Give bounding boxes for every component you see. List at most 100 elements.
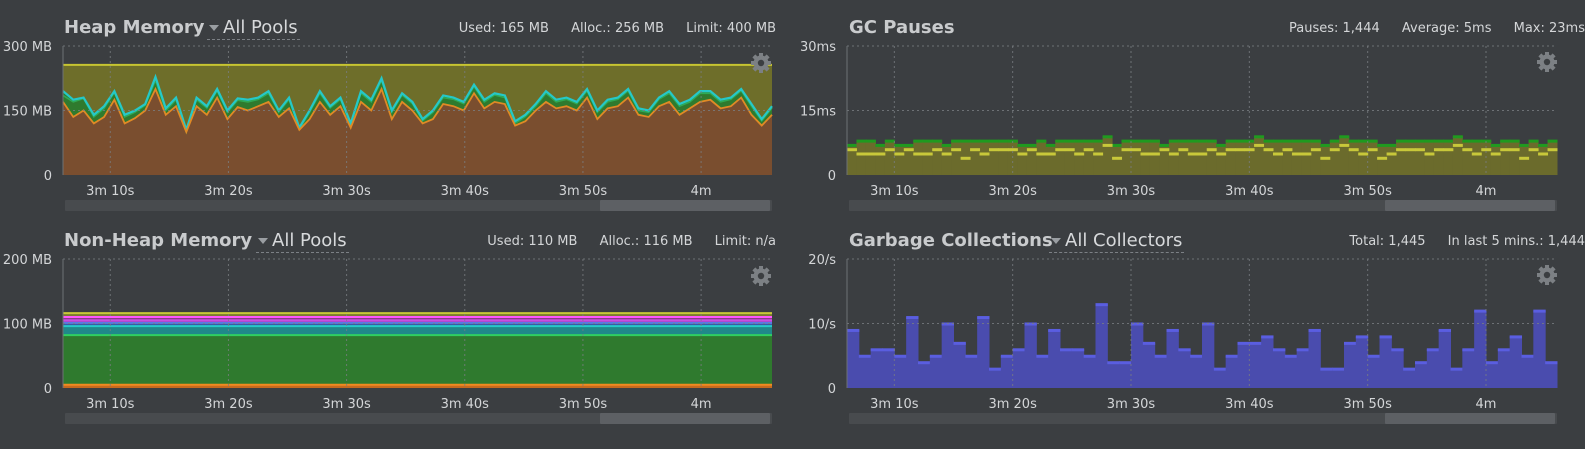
gc-collection-bar xyxy=(1450,368,1463,388)
gc-collection-bar-top xyxy=(1438,328,1451,332)
gc-pause-max-mark xyxy=(1074,139,1085,143)
gc-pause-max-mark xyxy=(951,139,962,143)
gc-pause-max-mark xyxy=(1216,143,1227,147)
nonheap-band xyxy=(63,384,772,388)
gc-collection-bar-top xyxy=(1095,303,1108,307)
gc-pause-bar xyxy=(884,140,895,175)
gc-pause-max-mark xyxy=(1452,135,1463,139)
gc-pause-avg-mark xyxy=(932,148,943,152)
heap-limit-stat: Limit: 400 MB xyxy=(686,21,776,36)
gc-pause-avg-mark xyxy=(1140,152,1151,156)
gc-collection-bar xyxy=(1284,355,1298,388)
gc-collection-bar xyxy=(918,362,931,388)
gear-icon[interactable] xyxy=(751,266,771,286)
gc-pause-max-mark xyxy=(1112,143,1123,147)
gc-collection-bar-top xyxy=(1486,361,1499,365)
gc-pause-avg-mark xyxy=(913,152,924,156)
nonheap-band xyxy=(63,322,772,327)
gc-collection-bar xyxy=(1403,368,1416,388)
gear-icon[interactable] xyxy=(1537,52,1557,72)
heap-x-tick-label: 3m 30s xyxy=(322,184,371,199)
nonheap-pool-select[interactable]: All Pools xyxy=(256,230,349,253)
gc-pause-bar xyxy=(1263,140,1274,175)
gc-pause-avg-mark xyxy=(1358,152,1369,156)
gear-icon[interactable] xyxy=(1537,265,1557,285)
gc-pause-max-mark xyxy=(1235,139,1246,143)
gc-pause-max-mark xyxy=(1310,139,1321,143)
gc-collection-bar xyxy=(1095,304,1108,388)
gc-collection-bar-top xyxy=(1213,367,1227,371)
collectors-select[interactable]: All Collectors xyxy=(1049,230,1185,253)
gc-pause-bar xyxy=(1093,140,1104,175)
gc-pause-bar xyxy=(913,140,924,175)
gc-collection-bar-top xyxy=(1497,348,1511,352)
gc-collection-bar xyxy=(1533,310,1546,388)
gc-collection-bar xyxy=(1213,368,1227,388)
gc-collection-bar-top xyxy=(1308,328,1321,332)
gc-x-tick-label: 3m 40s xyxy=(1225,184,1274,199)
gc-pause-max-mark xyxy=(1396,139,1407,143)
gc-collection-bar-top xyxy=(1344,341,1357,345)
gc-pause-bar xyxy=(1528,140,1539,175)
gc-collection-bar-top xyxy=(1060,348,1073,352)
gear-icon[interactable] xyxy=(751,53,771,73)
garbage-collections-chart: 3m 10s 3m 20s 3m 30s 3m 40s 3m 50s 4m 0 10/s 20/… xyxy=(808,253,1558,424)
gc-pause-bar xyxy=(1159,144,1170,175)
gc-pause-avg-mark xyxy=(1083,148,1094,152)
nonheap-scrollbar-track xyxy=(65,413,772,424)
gc-pause-max-mark xyxy=(1017,143,1028,147)
gc-pause-max-mark xyxy=(1121,139,1132,143)
gc-pause-bar xyxy=(875,144,886,175)
gc-pause-bar xyxy=(1462,140,1473,175)
gc-x-tick-label: 4m xyxy=(1476,184,1497,199)
gc-x-tick-label: 3m 10s xyxy=(870,184,919,199)
gc-collection-bar xyxy=(1521,355,1534,388)
gc-pause-max-mark xyxy=(989,139,999,143)
gc-collection-bar xyxy=(1261,336,1274,388)
gc-pause-bar xyxy=(1358,140,1369,175)
gc-collection-bar-top xyxy=(1474,309,1487,313)
gc-pauses-max-stat: Max: 23ms xyxy=(1513,21,1585,36)
gc-collection-bar-top xyxy=(1450,367,1463,371)
heap-pool-select[interactable]: All Pools xyxy=(207,17,300,40)
gc-collection-bar-top xyxy=(1036,354,1049,358)
gc-pause-bar xyxy=(1415,140,1425,175)
heap-scrollbar-track xyxy=(65,200,772,211)
gc-pause-avg-mark xyxy=(1017,152,1028,156)
gc-pause-bar xyxy=(1329,140,1340,175)
nonheap-x-tick-label: 3m 10s xyxy=(86,397,135,412)
gc-collection-bar xyxy=(1367,355,1380,388)
gc-pause-max-mark xyxy=(875,143,886,147)
gc-pause-avg-mark xyxy=(1055,148,1066,152)
gc-pause-avg-mark xyxy=(1500,148,1511,152)
gc-pause-max-mark xyxy=(913,139,924,143)
heap-x-tick-label: 4m xyxy=(691,184,712,199)
gc-collection-bar-top xyxy=(1296,348,1309,352)
gc-collection-bar-top xyxy=(1415,361,1428,365)
gc-collection-bar xyxy=(1249,342,1262,388)
gc-pause-max-mark xyxy=(1424,139,1435,143)
gc-pause-bar xyxy=(903,144,914,175)
gc-pause-bar xyxy=(1405,140,1416,175)
gc-collection-bar-top xyxy=(1154,354,1167,358)
gc-pause-bar xyxy=(1547,140,1558,175)
gc-pause-avg-mark xyxy=(1471,152,1482,156)
gc-pause-bar xyxy=(1112,144,1123,175)
nonheap-x-tick-label: 3m 40s xyxy=(441,397,490,412)
gc-collection-bar-top xyxy=(1273,348,1286,352)
gc-pause-max-mark xyxy=(856,139,867,143)
gc-collection-bar-top xyxy=(1355,335,1369,339)
gc-pause-max-mark xyxy=(1538,143,1549,147)
gc-pause-max-mark xyxy=(847,143,857,147)
gc-pause-avg-mark xyxy=(1159,148,1170,152)
gc-pause-bar xyxy=(1140,140,1151,175)
gc-pause-bar xyxy=(941,144,952,175)
gc-pause-avg-mark xyxy=(1187,152,1198,156)
gc-pause-avg-mark xyxy=(1386,152,1397,156)
gc-pause-max-mark xyxy=(1045,143,1056,147)
gc-collection-bar xyxy=(1190,355,1203,388)
nonheap-used-stat: Used: 110 MB xyxy=(487,234,578,249)
gc-pause-bar xyxy=(1538,144,1549,175)
gc-pause-max-mark xyxy=(1149,139,1160,143)
gc-pause-avg-mark xyxy=(1490,152,1501,156)
